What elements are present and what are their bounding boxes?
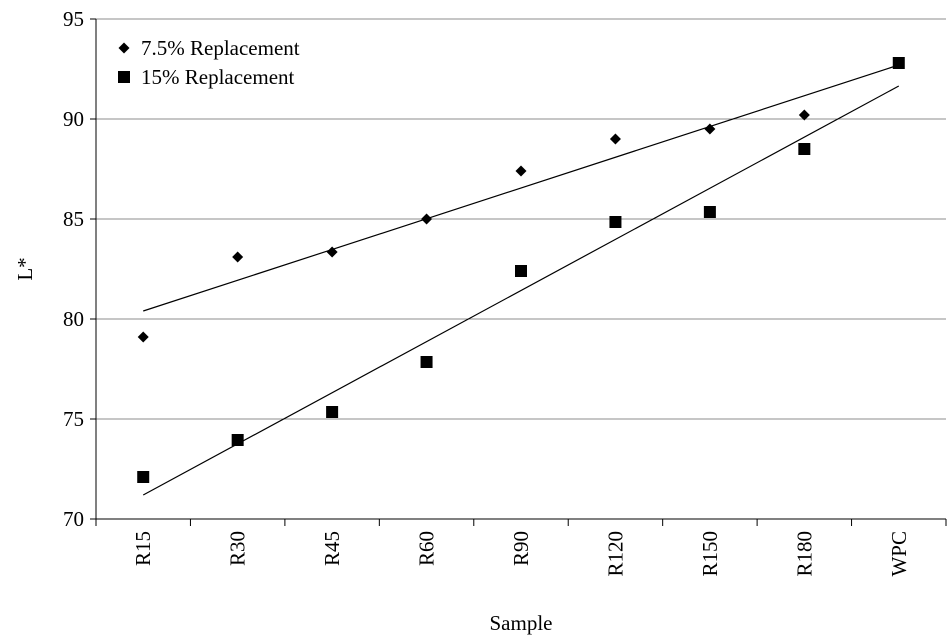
data-point-square <box>892 57 905 69</box>
data-point-square <box>326 406 339 418</box>
legend: 7.5% Replacement 15% Replacement <box>118 36 300 89</box>
legend-marker-square <box>118 71 130 83</box>
trendlines <box>142 64 900 496</box>
data-point-square <box>609 216 622 228</box>
y-axis-ticks: 70 75 80 85 90 95 <box>63 7 96 531</box>
trendline-series-7-5 <box>143 64 899 312</box>
legend-label-15-replacement: 15% Replacement <box>141 65 295 89</box>
data-point-diamond <box>704 123 716 135</box>
x-tick-label: R15 <box>131 531 155 566</box>
x-tick-label: R45 <box>320 531 344 566</box>
y-tick-label: 70 <box>63 507 84 531</box>
x-tick-label: R150 <box>698 531 722 577</box>
y-tick-label: 80 <box>63 307 84 331</box>
legend-label-7-5-replacement: 7.5% Replacement <box>141 36 300 60</box>
data-point-square <box>703 206 716 218</box>
legend-marker-diamond <box>118 42 130 54</box>
data-point-diamond <box>137 331 149 343</box>
x-axis-title: Sample <box>490 611 553 635</box>
y-tick-label: 85 <box>63 207 84 231</box>
axes <box>95 19 946 520</box>
x-tick-label: R60 <box>415 531 439 566</box>
data-point-square <box>137 471 150 483</box>
data-point-square <box>420 356 433 368</box>
data-point-diamond <box>326 246 338 258</box>
data-point-diamond <box>421 213 433 225</box>
x-tick-label: R180 <box>792 531 816 577</box>
data-point-diamond <box>232 251 244 263</box>
y-tick-label: 90 <box>63 107 84 131</box>
data-point-square <box>515 265 527 277</box>
data-point-diamond <box>515 165 527 177</box>
x-tick-label: R120 <box>603 531 627 577</box>
data-point-diamond <box>609 133 621 145</box>
data-point-square <box>231 434 244 446</box>
data-point-square <box>798 143 811 155</box>
y-axis-title: L* <box>13 257 37 280</box>
y-tick-label: 95 <box>63 7 84 31</box>
x-tick-label: R30 <box>226 531 250 566</box>
data-point-diamond <box>798 109 810 121</box>
x-tick-label: R90 <box>509 531 533 566</box>
x-tick-label: WPC <box>887 531 911 577</box>
trendline-series-15 <box>142 85 900 496</box>
y-tick-label: 75 <box>63 407 84 431</box>
data-points <box>137 57 905 483</box>
x-axis-ticks: R15 R30 R45 R60 R90 R120 R150 R180 WPC <box>95 519 947 577</box>
